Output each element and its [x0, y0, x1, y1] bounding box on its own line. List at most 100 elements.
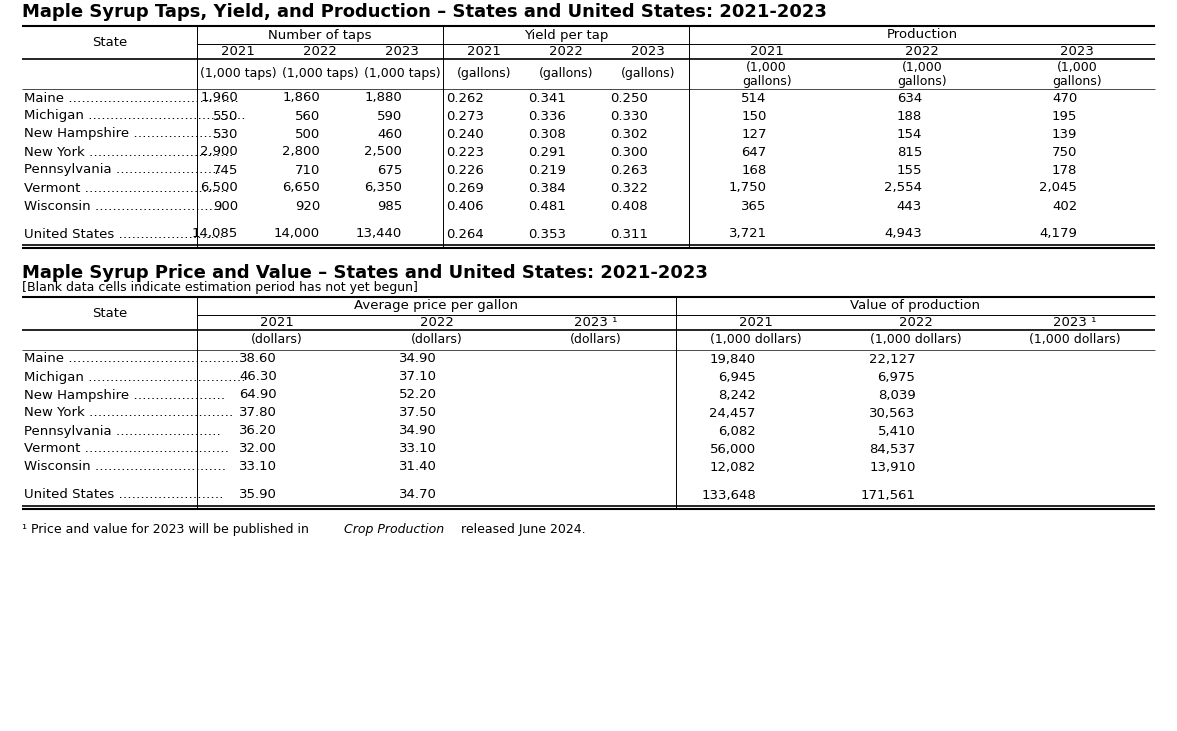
- Text: 0.302: 0.302: [610, 127, 649, 140]
- Text: 0.311: 0.311: [610, 227, 649, 240]
- Text: 35.90: 35.90: [239, 488, 277, 501]
- Text: 127: 127: [742, 127, 766, 140]
- Text: 168: 168: [742, 164, 766, 176]
- Text: 0.273: 0.273: [446, 110, 484, 123]
- Text: 56,000: 56,000: [710, 442, 756, 455]
- Text: 500: 500: [294, 127, 320, 140]
- Text: 2023: 2023: [1060, 45, 1095, 58]
- Text: gallons): gallons): [1052, 75, 1102, 88]
- Text: 560: 560: [294, 110, 320, 123]
- Text: 33.10: 33.10: [239, 461, 277, 474]
- Text: gallons): gallons): [742, 75, 791, 88]
- Text: 195: 195: [1052, 110, 1077, 123]
- Text: 710: 710: [294, 164, 320, 176]
- Text: (1,000 dollars): (1,000 dollars): [870, 333, 962, 346]
- Text: gallons): gallons): [897, 75, 946, 88]
- Text: 14,000: 14,000: [274, 227, 320, 240]
- Text: 750: 750: [1052, 145, 1077, 159]
- Text: 2,900: 2,900: [200, 145, 238, 159]
- Text: 0.269: 0.269: [446, 181, 484, 194]
- Text: Value of production: Value of production: [851, 300, 980, 312]
- Text: 36.20: 36.20: [239, 425, 277, 437]
- Text: 188: 188: [897, 110, 922, 123]
- Text: 31.40: 31.40: [399, 461, 437, 474]
- Text: Maple Syrup Taps, Yield, and Production – States and United States: 2021-2023: Maple Syrup Taps, Yield, and Production …: [22, 3, 827, 21]
- Text: 34.90: 34.90: [399, 352, 437, 366]
- Text: 1,880: 1,880: [364, 91, 403, 105]
- Text: (gallons): (gallons): [457, 67, 511, 80]
- Text: 550: 550: [213, 110, 238, 123]
- Text: Wisconsin …………………………: Wisconsin …………………………: [24, 200, 226, 213]
- Text: 0.291: 0.291: [528, 145, 566, 159]
- Text: 0.330: 0.330: [610, 110, 649, 123]
- Text: 2021: 2021: [467, 45, 501, 58]
- Text: Wisconsin …………………………: Wisconsin …………………………: [24, 461, 226, 474]
- Text: New Hampshire …………………: New Hampshire …………………: [24, 388, 225, 401]
- Text: 0.264: 0.264: [446, 227, 484, 240]
- Text: Pennsylvania ……………………: Pennsylvania ……………………: [24, 425, 221, 437]
- Text: 675: 675: [377, 164, 403, 176]
- Text: 133,648: 133,648: [701, 488, 756, 501]
- Text: 0.308: 0.308: [528, 127, 566, 140]
- Text: 0.250: 0.250: [610, 91, 649, 105]
- Text: 634: 634: [897, 91, 922, 105]
- Text: 2,045: 2,045: [1039, 181, 1077, 194]
- Text: (1,000 taps): (1,000 taps): [281, 67, 358, 80]
- Text: 0.322: 0.322: [610, 181, 649, 194]
- Text: 13,910: 13,910: [869, 461, 916, 474]
- Text: 0.384: 0.384: [528, 181, 566, 194]
- Text: State: State: [92, 307, 127, 320]
- Text: Crop Production: Crop Production: [344, 523, 444, 536]
- Text: 0.300: 0.300: [610, 145, 649, 159]
- Text: released June 2024.: released June 2024.: [457, 523, 586, 536]
- Text: 3,721: 3,721: [729, 227, 766, 240]
- Text: 34.90: 34.90: [399, 425, 437, 437]
- Text: 590: 590: [377, 110, 403, 123]
- Text: New York ……………………………: New York ……………………………: [24, 145, 233, 159]
- Text: 46.30: 46.30: [239, 371, 277, 384]
- Text: 2,800: 2,800: [282, 145, 320, 159]
- Text: 4,179: 4,179: [1039, 227, 1077, 240]
- Text: 0.336: 0.336: [528, 110, 566, 123]
- Text: 745: 745: [213, 164, 238, 176]
- Text: 2,554: 2,554: [884, 181, 922, 194]
- Text: United States ……………………: United States ……………………: [24, 488, 224, 501]
- Text: 2022: 2022: [419, 316, 453, 329]
- Text: 2023 ¹: 2023 ¹: [1053, 316, 1097, 329]
- Text: Production: Production: [886, 29, 958, 42]
- Text: 1,750: 1,750: [729, 181, 766, 194]
- Text: New York ……………………………: New York ……………………………: [24, 406, 233, 420]
- Text: 33.10: 33.10: [399, 442, 437, 455]
- Text: 2023: 2023: [631, 45, 665, 58]
- Text: ¹ Price and value for 2023 will be published in: ¹ Price and value for 2023 will be publi…: [22, 523, 313, 536]
- Text: Vermont ……………………………: Vermont ……………………………: [24, 181, 230, 194]
- Text: 2021: 2021: [750, 45, 784, 58]
- Text: 0.341: 0.341: [528, 91, 566, 105]
- Text: 470: 470: [1052, 91, 1077, 105]
- Text: 365: 365: [742, 200, 766, 213]
- Text: (1,000: (1,000: [902, 61, 943, 75]
- Text: 460: 460: [377, 127, 403, 140]
- Text: (dollars): (dollars): [251, 333, 302, 346]
- Text: 154: 154: [897, 127, 922, 140]
- Text: 2022: 2022: [548, 45, 583, 58]
- Text: 0.223: 0.223: [446, 145, 484, 159]
- Text: 4,943: 4,943: [884, 227, 922, 240]
- Text: 0.481: 0.481: [528, 200, 566, 213]
- Text: 6,945: 6,945: [718, 371, 756, 384]
- Text: 14,085: 14,085: [192, 227, 238, 240]
- Text: 1,860: 1,860: [282, 91, 320, 105]
- Text: 24,457: 24,457: [710, 406, 756, 420]
- Text: (1,000 dollars): (1,000 dollars): [1030, 333, 1121, 346]
- Text: 514: 514: [742, 91, 766, 105]
- Text: 155: 155: [897, 164, 922, 176]
- Text: 52.20: 52.20: [399, 388, 437, 401]
- Text: Yield per tap: Yield per tap: [524, 29, 609, 42]
- Text: 13,440: 13,440: [355, 227, 403, 240]
- Text: 6,650: 6,650: [282, 181, 320, 194]
- Text: (dollars): (dollars): [571, 333, 621, 346]
- Text: 2023 ¹: 2023 ¹: [574, 316, 618, 329]
- Text: 0.263: 0.263: [610, 164, 649, 176]
- Text: 1,960: 1,960: [200, 91, 238, 105]
- Text: 2021: 2021: [260, 316, 294, 329]
